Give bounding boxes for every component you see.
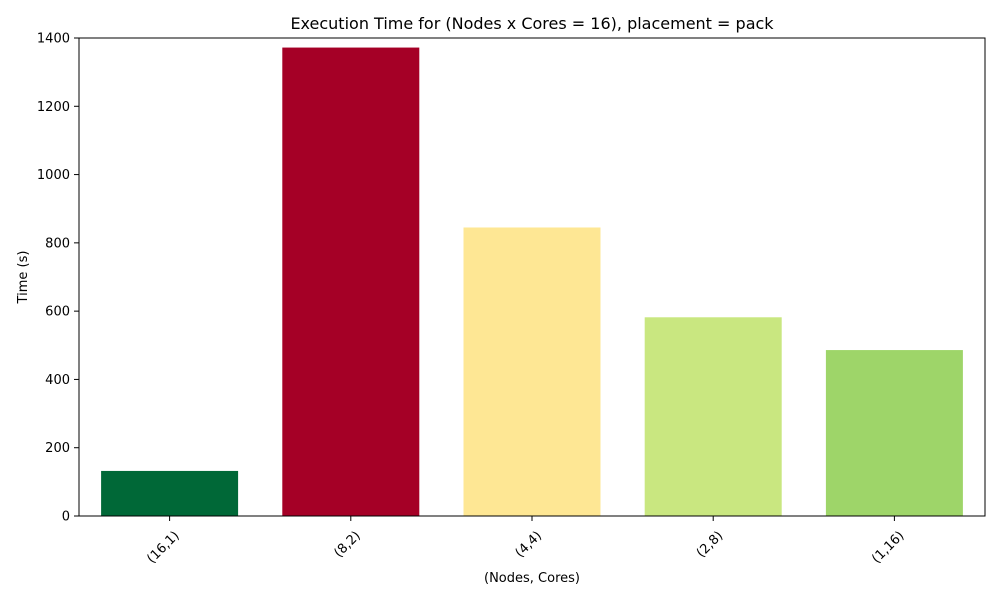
y-tick-label: 0 bbox=[62, 510, 70, 525]
y-tick-label: 800 bbox=[45, 236, 70, 251]
x-axis: (16,1) (8,2) (4,4) (2,8) (1,16) bbox=[144, 516, 907, 567]
bars bbox=[101, 47, 963, 517]
x-tick-label: (8,2) bbox=[331, 528, 363, 560]
x-tick-label: (1,16) bbox=[869, 528, 907, 566]
bar bbox=[282, 47, 420, 517]
y-axis-label: Time (s) bbox=[16, 251, 31, 305]
y-tick-label: 400 bbox=[45, 373, 70, 388]
y-tick-label: 600 bbox=[45, 305, 70, 320]
bar bbox=[463, 227, 601, 516]
bar bbox=[101, 470, 239, 516]
bar bbox=[644, 317, 782, 516]
y-tick-label: 1000 bbox=[37, 168, 70, 183]
x-axis-label: (Nodes, Cores) bbox=[484, 571, 580, 586]
plot-frame bbox=[78, 37, 986, 517]
y-axis: 0 200 400 600 800 1000 1200 1400 bbox=[37, 32, 79, 525]
y-tick-label: 1400 bbox=[37, 32, 70, 47]
x-tick-label: (16,1) bbox=[144, 528, 182, 566]
x-tick-label: (2,8) bbox=[694, 528, 726, 560]
bar bbox=[825, 350, 963, 516]
y-tick-label: 1200 bbox=[37, 100, 70, 115]
y-tick-label: 200 bbox=[45, 441, 70, 456]
x-tick-label: (4,4) bbox=[513, 528, 545, 560]
chart-title: Execution Time for (Nodes x Cores = 16),… bbox=[290, 14, 774, 33]
